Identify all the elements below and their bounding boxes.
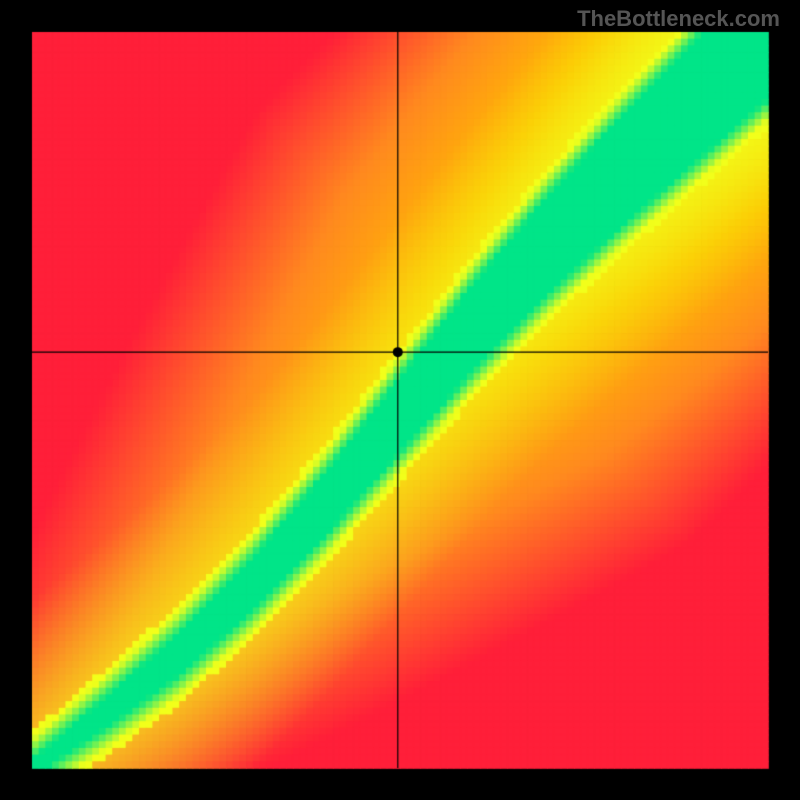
heatmap-canvas [0,0,800,800]
attribution-label: TheBottleneck.com [577,6,780,32]
chart-container: TheBottleneck.com [0,0,800,800]
